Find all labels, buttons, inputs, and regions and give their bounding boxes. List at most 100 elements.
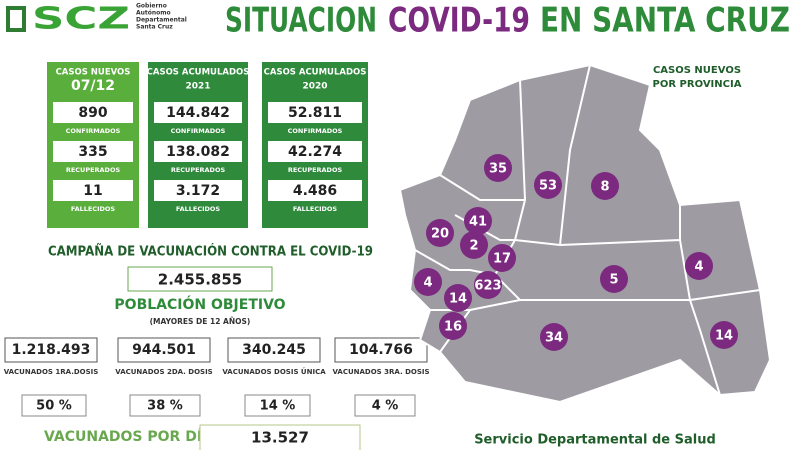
dose-value: 944.501: [132, 342, 196, 358]
province-cases: 16: [444, 320, 462, 335]
province-cases: 623: [474, 279, 501, 294]
province-pin: [414, 268, 442, 296]
province-cases: 20: [431, 227, 449, 242]
province-cases: 8: [600, 180, 609, 195]
daily-value: 13.527: [251, 429, 309, 447]
logo-text: Departamental: [136, 17, 187, 24]
case-label: FALLECIDOS: [71, 205, 116, 213]
case-value: 11: [83, 183, 102, 199]
dose-box: [117, 337, 211, 363]
logo-mark: SCZ: [32, 2, 130, 37]
dose-value: 1.218.493: [12, 342, 91, 358]
title-part: COVID-19: [388, 1, 530, 41]
province-pin: [710, 321, 738, 349]
box-header: CASOS ACUMULADOS: [264, 68, 367, 78]
province-border: [689, 299, 721, 396]
case-value: 3.172: [176, 183, 220, 199]
logo-text: Autónomo: [136, 10, 171, 17]
population-note: (MAYORES DE 12 AÑOS): [150, 317, 251, 326]
province-pin: [474, 271, 502, 299]
case-label: RECUPERADOS: [171, 166, 226, 174]
value-box: [53, 102, 133, 123]
campaign-title: CAMPAÑA DE VACUNACIÓN CONTRA EL COVID-19: [48, 244, 373, 260]
case-value: 42.274: [288, 144, 342, 160]
province-pin: [484, 154, 512, 182]
province-cases: 41: [469, 215, 487, 230]
logo-text: Santa Cruz: [136, 24, 173, 31]
province-cases: 17: [493, 252, 511, 267]
population-label: POBLACIÓN OBJETIVO: [114, 295, 285, 313]
province-cases: 34: [545, 331, 563, 346]
province-pin: [460, 231, 488, 259]
box-header: CASOS NUEVOS: [56, 68, 131, 78]
province-pin: [591, 172, 619, 200]
dose-percent: 4 %: [372, 399, 399, 414]
value-box: [154, 180, 242, 201]
case-label: CONFIRMADOS: [66, 127, 121, 135]
case-value: 52.811: [288, 105, 342, 121]
province-cases: 4: [694, 260, 703, 275]
value-box: [53, 180, 133, 201]
dose-value: 104.766: [349, 342, 413, 358]
province-border: [439, 174, 525, 201]
value-box: [268, 180, 362, 201]
map-title: POR PROVINCIA: [653, 79, 742, 90]
doses: 1.218.493 VACUNADOS 1RA.DOSIS 50 % 944.501 V…: [4, 337, 430, 417]
daily-box: [199, 424, 361, 450]
logo-shield-inner: [10, 10, 22, 28]
province-pin: [444, 284, 472, 312]
box-header: CASOS ACUMULADOS: [147, 68, 250, 78]
province-pin: [464, 207, 492, 235]
case-value: 4.486: [293, 183, 337, 199]
population-box: [127, 266, 273, 292]
dose-label: VACUNADOS 1RA.DOSIS: [4, 368, 99, 376]
dose-percent: 38 %: [147, 399, 183, 414]
title-part: EN SANTA CRUZ: [540, 1, 790, 41]
title-part: SITUACION: [225, 1, 377, 41]
footer: Servicio Departamental de Salud: [474, 433, 716, 448]
dose-box: [334, 337, 428, 363]
province-border: [454, 205, 681, 247]
dose-percent: 50 %: [36, 399, 72, 414]
dose-value: 340.245: [242, 342, 306, 358]
case-label: RECUPERADOS: [66, 166, 121, 174]
percent-box: [244, 394, 311, 417]
case-label: FALLECIDOS: [176, 205, 221, 213]
province-cases: 14: [715, 329, 733, 344]
value-box: [154, 141, 242, 162]
province-pin: [540, 323, 568, 351]
percent-box: [129, 394, 201, 417]
province-pin: [534, 171, 562, 199]
value-box: [268, 141, 362, 162]
value-box: [154, 102, 242, 123]
case-label: FALLECIDOS: [293, 205, 338, 213]
percent-box: [21, 394, 87, 417]
province-cases: 14: [449, 292, 467, 307]
case-value: 890: [78, 105, 107, 121]
box-period: 07/12: [71, 78, 115, 94]
dose-label: VACUNADOS DOSIS ÚNICA: [222, 367, 326, 376]
case-label: CONFIRMADOS: [171, 127, 226, 135]
map-region: [398, 63, 772, 404]
case-value: 144.842: [166, 105, 230, 121]
map-title: CASOS NUEVOS: [653, 65, 741, 76]
population-value: 2.455.855: [158, 271, 242, 289]
province-pin: [600, 265, 628, 293]
province-pin: [488, 244, 516, 272]
value-box: [53, 141, 133, 162]
dose-label: VACUNADOS 3RA. DOSIS: [332, 368, 429, 376]
map: CASOS NUEVOS POR PROVINCIA 35 53 8 41 20 2 17 4…: [398, 63, 772, 404]
dose-box: [4, 337, 98, 363]
case-label: RECUPERADOS: [288, 166, 343, 174]
province-border: [559, 64, 591, 246]
dose-box: [227, 337, 321, 363]
case-value: 138.082: [166, 144, 230, 160]
dose-percent: 14 %: [260, 399, 296, 414]
province-pin: [685, 252, 713, 280]
province-pin: [439, 312, 467, 340]
dose-label: VACUNADOS 2DA. DOSIS: [115, 368, 212, 376]
case-value: 335: [78, 144, 107, 160]
province-cases: 35: [489, 162, 507, 177]
